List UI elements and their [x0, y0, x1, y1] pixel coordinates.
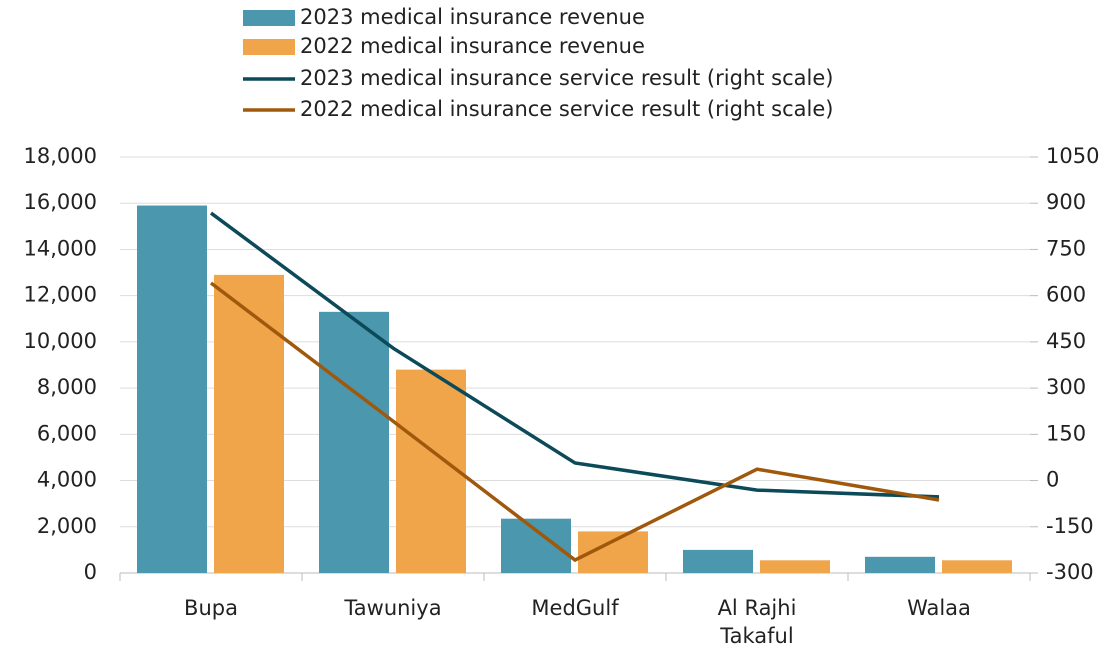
y-tick-label: 8,000 — [37, 375, 97, 399]
bar — [683, 549, 753, 573]
y2-tick-label: -150 — [1046, 514, 1094, 538]
y2-tick-label: 1050 — [1046, 144, 1099, 168]
x-tick-label: Tawuniya — [344, 596, 442, 620]
y-tick-label: 14,000 — [24, 236, 97, 260]
bar — [760, 560, 830, 573]
bar — [214, 274, 284, 573]
bar — [137, 205, 207, 574]
bar — [942, 560, 1012, 573]
x-tick-label: Al Rajhi Takaful — [717, 596, 797, 648]
x-tick-label: Bupa — [184, 596, 238, 620]
x-tick-label: MedGulf — [531, 596, 619, 620]
y-tick-label: 10,000 — [24, 329, 97, 353]
y-tick-label: 12,000 — [24, 283, 97, 307]
y-tick-label: 6,000 — [37, 421, 97, 445]
line-series — [209, 211, 940, 499]
y-tick-label: 16,000 — [24, 190, 97, 214]
y-tick-label: 2,000 — [37, 514, 97, 538]
y2-tick-label: 750 — [1046, 236, 1086, 260]
x-tick-label: Walaa — [907, 596, 971, 620]
bar — [501, 518, 571, 573]
y2-tick-label: 150 — [1046, 421, 1086, 445]
y-tick-label: 0 — [84, 560, 97, 584]
y2-tick-label: -300 — [1046, 560, 1094, 584]
line-series — [209, 281, 940, 563]
y2-tick-label: 300 — [1046, 375, 1086, 399]
y2-tick-label: 0 — [1046, 468, 1059, 492]
y-tick-label: 4,000 — [37, 468, 97, 492]
bar — [396, 369, 466, 573]
y2-tick-label: 900 — [1046, 190, 1086, 214]
bar — [319, 311, 389, 573]
y2-tick-label: 600 — [1046, 283, 1086, 307]
legend-swatch — [243, 10, 295, 26]
legend-label: 2022 medical insurance revenue — [300, 34, 645, 58]
y-tick-label: 18,000 — [24, 144, 97, 168]
legend-label: 2023 medical insurance revenue — [300, 5, 645, 29]
legend-swatch — [243, 39, 295, 55]
y2-tick-label: 450 — [1046, 329, 1086, 353]
legend-label: 2022 medical insurance service result (r… — [300, 97, 833, 121]
bar — [865, 556, 935, 573]
legend-label: 2023 medical insurance service result (r… — [300, 66, 833, 90]
